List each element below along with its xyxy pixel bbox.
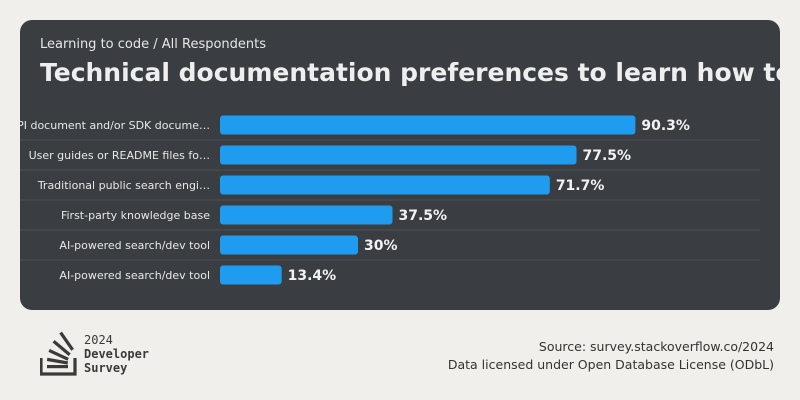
bar	[220, 205, 393, 225]
value-label: 77.5%	[583, 148, 632, 164]
bar	[220, 175, 550, 195]
chart-title: Technical documentation preferences to l…	[40, 58, 780, 87]
bar-chart: API document and/or SDK docume… 90.3% User…	[20, 115, 760, 285]
value-label: 90.3%	[641, 118, 690, 134]
chart-card: Learning to code / All Respondents Techn…	[20, 20, 780, 310]
footer: Source: survey.stackoverflow.co/2024 Dat…	[448, 338, 774, 374]
category-label: First-party knowledge base	[61, 209, 210, 222]
category-label: API document and/or SDK docume…	[20, 119, 210, 132]
value-label: 71.7%	[556, 178, 605, 194]
brand-line2: Survey	[84, 361, 128, 375]
license-text: Data licensed under Open Database Licens…	[447, 357, 774, 372]
category-label: AI-powered search/dev tool	[59, 269, 210, 282]
brand-year: 2024	[84, 333, 113, 347]
value-label: 13.4%	[288, 268, 337, 284]
bar	[220, 145, 577, 165]
value-label: 30%	[364, 238, 398, 254]
source-text: Source: survey.stackoverflow.co/2024	[538, 339, 774, 354]
category-label: Traditional public search engi…	[37, 179, 210, 192]
stackoverflow-logo-icon	[40, 331, 77, 376]
bar	[220, 265, 282, 285]
bar	[220, 235, 358, 255]
breadcrumb: Learning to code / All Respondents	[40, 37, 267, 52]
survey-brand: 2024 Developer Survey	[84, 333, 149, 375]
category-label: AI-powered search/dev tool	[59, 239, 210, 252]
brand-line1: Developer	[84, 347, 150, 361]
bar	[220, 115, 636, 135]
category-label: User guides or README files fo…	[29, 149, 210, 162]
value-label: 37.5%	[399, 208, 448, 224]
